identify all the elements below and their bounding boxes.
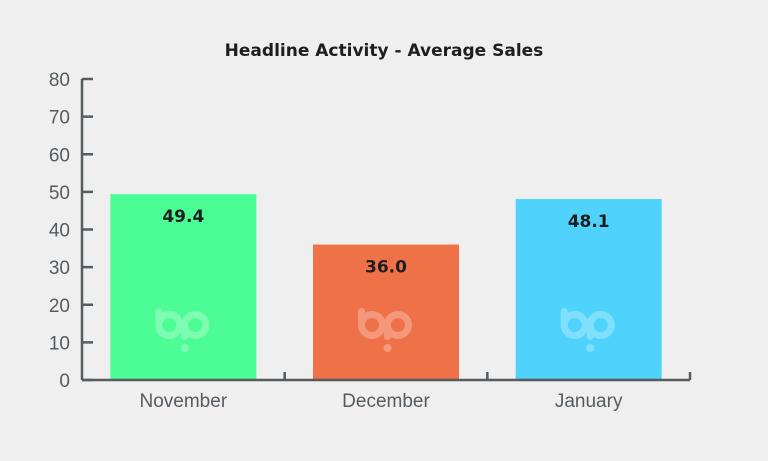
x-tick-label: January [555, 391, 623, 412]
y-tick-label: 60 [49, 145, 70, 166]
y-tick-label: 20 [49, 296, 70, 317]
y-tick-label: 10 [49, 333, 70, 354]
bp-logo-icon [155, 308, 210, 352]
bars-layer [110, 194, 662, 380]
y-tick-label: 30 [49, 258, 70, 279]
y-tick-label: 50 [49, 183, 70, 204]
bar-november [110, 194, 257, 380]
data-label: 36.0 [365, 258, 407, 278]
y-tick-label: 40 [49, 221, 70, 242]
chart-title: Headline Activity - Average Sales [225, 41, 544, 61]
bar-december [313, 244, 459, 380]
y-tick-label: 0 [59, 371, 70, 392]
x-tick-label: November [140, 391, 228, 412]
labels-layer: 49.4 November 36.0 December 48.1 January 0 10 20… [49, 70, 623, 412]
bp-logo-icon [560, 308, 615, 352]
y-tick-label: 80 [49, 70, 70, 91]
x-tick-label: December [342, 391, 430, 412]
bar-january [515, 199, 662, 380]
bp-logo-icon [358, 308, 412, 352]
data-label: 49.4 [162, 207, 204, 227]
axes-layer [80, 77, 692, 382]
data-label: 48.1 [568, 212, 610, 232]
y-tick-label: 70 [49, 108, 70, 129]
